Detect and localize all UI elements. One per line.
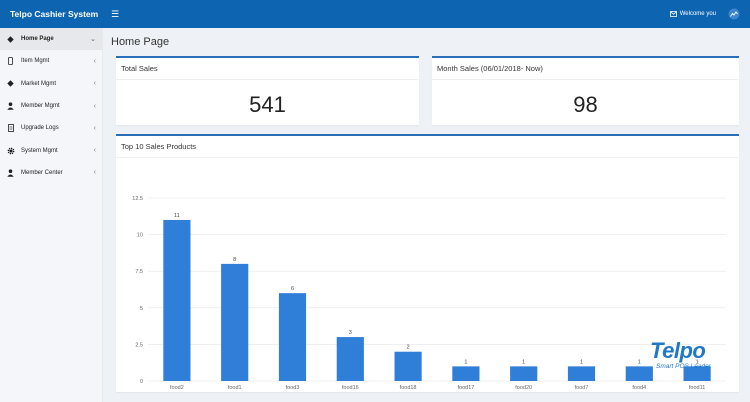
total-sales-value: 541 bbox=[249, 92, 286, 117]
bar bbox=[510, 366, 538, 381]
chevron-down-icon: ⌄ bbox=[90, 36, 96, 44]
x-tick-label: food20 bbox=[515, 385, 532, 391]
bar bbox=[394, 351, 422, 381]
person-icon bbox=[6, 102, 15, 111]
x-tick-label: food11 bbox=[689, 385, 705, 391]
y-tick-label: 7.5 bbox=[135, 269, 143, 275]
sidebar: Home Page ⌄ Item Mgmt ‹ Market Mgmt ‹ Me… bbox=[0, 28, 103, 402]
hamburger-icon[interactable]: ☰ bbox=[111, 8, 120, 19]
top-products-title: Top 10 Sales Products bbox=[121, 142, 197, 151]
y-tick-label: 12.5 bbox=[132, 196, 143, 202]
sidebar-item-market-mgmt[interactable]: Market Mgmt ‹ bbox=[0, 73, 102, 95]
telpo-logo-text: Telpo bbox=[650, 338, 706, 363]
mail-icon bbox=[669, 11, 677, 17]
y-tick-label: 10 bbox=[137, 233, 143, 239]
chevron-left-icon: ‹ bbox=[93, 147, 96, 155]
sidebar-item-home-page[interactable]: Home Page ⌄ bbox=[0, 28, 102, 51]
top-bar: Telpo Cashier System ☰ Welcome you bbox=[0, 0, 750, 28]
x-tick-label: food2 bbox=[170, 385, 184, 391]
x-tick-label: food16 bbox=[342, 385, 359, 391]
y-tick-label: 0 bbox=[140, 379, 143, 385]
bar bbox=[683, 366, 711, 381]
telpo-tagline: Smart POS Leader bbox=[656, 363, 711, 370]
data-label: 6 bbox=[291, 286, 294, 292]
x-tick-label: food7 bbox=[575, 385, 589, 391]
bar bbox=[278, 293, 307, 381]
x-tick-label: food4 bbox=[632, 385, 646, 391]
person-icon bbox=[6, 168, 15, 177]
chevron-left-icon: ‹ bbox=[93, 124, 96, 132]
x-tick-label: food18 bbox=[400, 385, 417, 391]
month-sales-value: 98 bbox=[573, 92, 598, 117]
sidebar-item-upgrade-logs[interactable]: Upgrade Logs ‹ bbox=[0, 117, 102, 139]
welcome-text: Welcome you bbox=[679, 11, 716, 17]
sidebar-item-label: Market Mgmt bbox=[21, 80, 57, 87]
page-title: Home Page bbox=[111, 36, 170, 48]
bar bbox=[336, 337, 364, 381]
x-tick-label: food3 bbox=[286, 385, 300, 391]
data-label: 1 bbox=[580, 359, 583, 365]
data-label: 8 bbox=[233, 257, 236, 263]
sidebar-item-label: System Mgmt bbox=[21, 147, 58, 154]
bar bbox=[567, 366, 596, 381]
sidebar-item-member-mgmt[interactable]: Member Mgmt ‹ bbox=[0, 95, 102, 117]
sidebar-item-label: Home Page bbox=[21, 36, 54, 43]
chevron-left-icon: ‹ bbox=[93, 102, 96, 110]
welcome-menu[interactable]: Welcome you bbox=[669, 11, 716, 17]
app-title[interactable]: Telpo Cashier System bbox=[10, 9, 99, 19]
gear-icon bbox=[6, 146, 15, 155]
sidebar-item-label: Item Mgmt bbox=[21, 58, 50, 65]
x-tick-label: food1 bbox=[228, 385, 242, 391]
month-sales-card: Month Sales (06/01/2018- Now) 98 bbox=[432, 56, 739, 125]
total-sales-card: Total Sales 541 bbox=[116, 56, 419, 125]
card-divider bbox=[116, 79, 419, 80]
top-products-chart: 02.557.51012.511food28food16food33food16… bbox=[132, 196, 726, 391]
sidebar-item-member-center[interactable]: Member Center ‹ bbox=[0, 162, 102, 184]
card-divider bbox=[116, 157, 739, 158]
data-label: 1 bbox=[522, 359, 525, 365]
top-products-card: Top 10 Sales Products 0 2.5 5 7.5 10 12.5 11 fo… bbox=[116, 134, 739, 392]
diamond-icon bbox=[6, 79, 15, 88]
sidebar-item-label: Upgrade Logs bbox=[21, 125, 59, 132]
sidebar-item-label: Member Center bbox=[21, 169, 63, 176]
phone-icon bbox=[6, 57, 15, 66]
header-right: Welcome you bbox=[669, 8, 750, 20]
bar bbox=[221, 263, 249, 381]
y-tick-label: 5 bbox=[140, 306, 143, 312]
data-label: 1 bbox=[638, 359, 641, 365]
home-icon bbox=[6, 35, 15, 44]
document-icon bbox=[6, 124, 15, 133]
sidebar-item-system-mgmt[interactable]: System Mgmt ‹ bbox=[0, 139, 102, 161]
month-sales-title: Month Sales (06/01/2018- Now) bbox=[437, 64, 543, 73]
y-tick-label: 2.5 bbox=[135, 342, 143, 348]
sidebar-item-label: Member Mgmt bbox=[21, 103, 60, 110]
main-content: Home Page Total Sales 541 Month Sales (0… bbox=[103, 28, 750, 402]
bar bbox=[452, 366, 480, 381]
data-label: 3 bbox=[349, 330, 352, 336]
total-sales-title: Total Sales bbox=[121, 64, 158, 73]
telpo-logo: Telpo bbox=[650, 340, 730, 362]
card-divider bbox=[432, 79, 739, 80]
chevron-left-icon: ‹ bbox=[93, 80, 96, 88]
user-avatar-icon[interactable] bbox=[728, 8, 740, 20]
data-label: 1 bbox=[696, 359, 699, 365]
x-tick-label: food17 bbox=[457, 385, 474, 391]
bar bbox=[163, 219, 191, 381]
telpo-watermark: Telpo Smart POS Leader bbox=[650, 340, 730, 384]
chevron-left-icon: ‹ bbox=[93, 57, 96, 65]
bar bbox=[625, 366, 653, 381]
chevron-left-icon: ‹ bbox=[93, 169, 96, 177]
data-label: 1 bbox=[464, 359, 467, 365]
sidebar-item-item-mgmt[interactable]: Item Mgmt ‹ bbox=[0, 50, 102, 72]
data-label: 11 bbox=[174, 213, 180, 219]
data-label: 2 bbox=[407, 345, 410, 351]
